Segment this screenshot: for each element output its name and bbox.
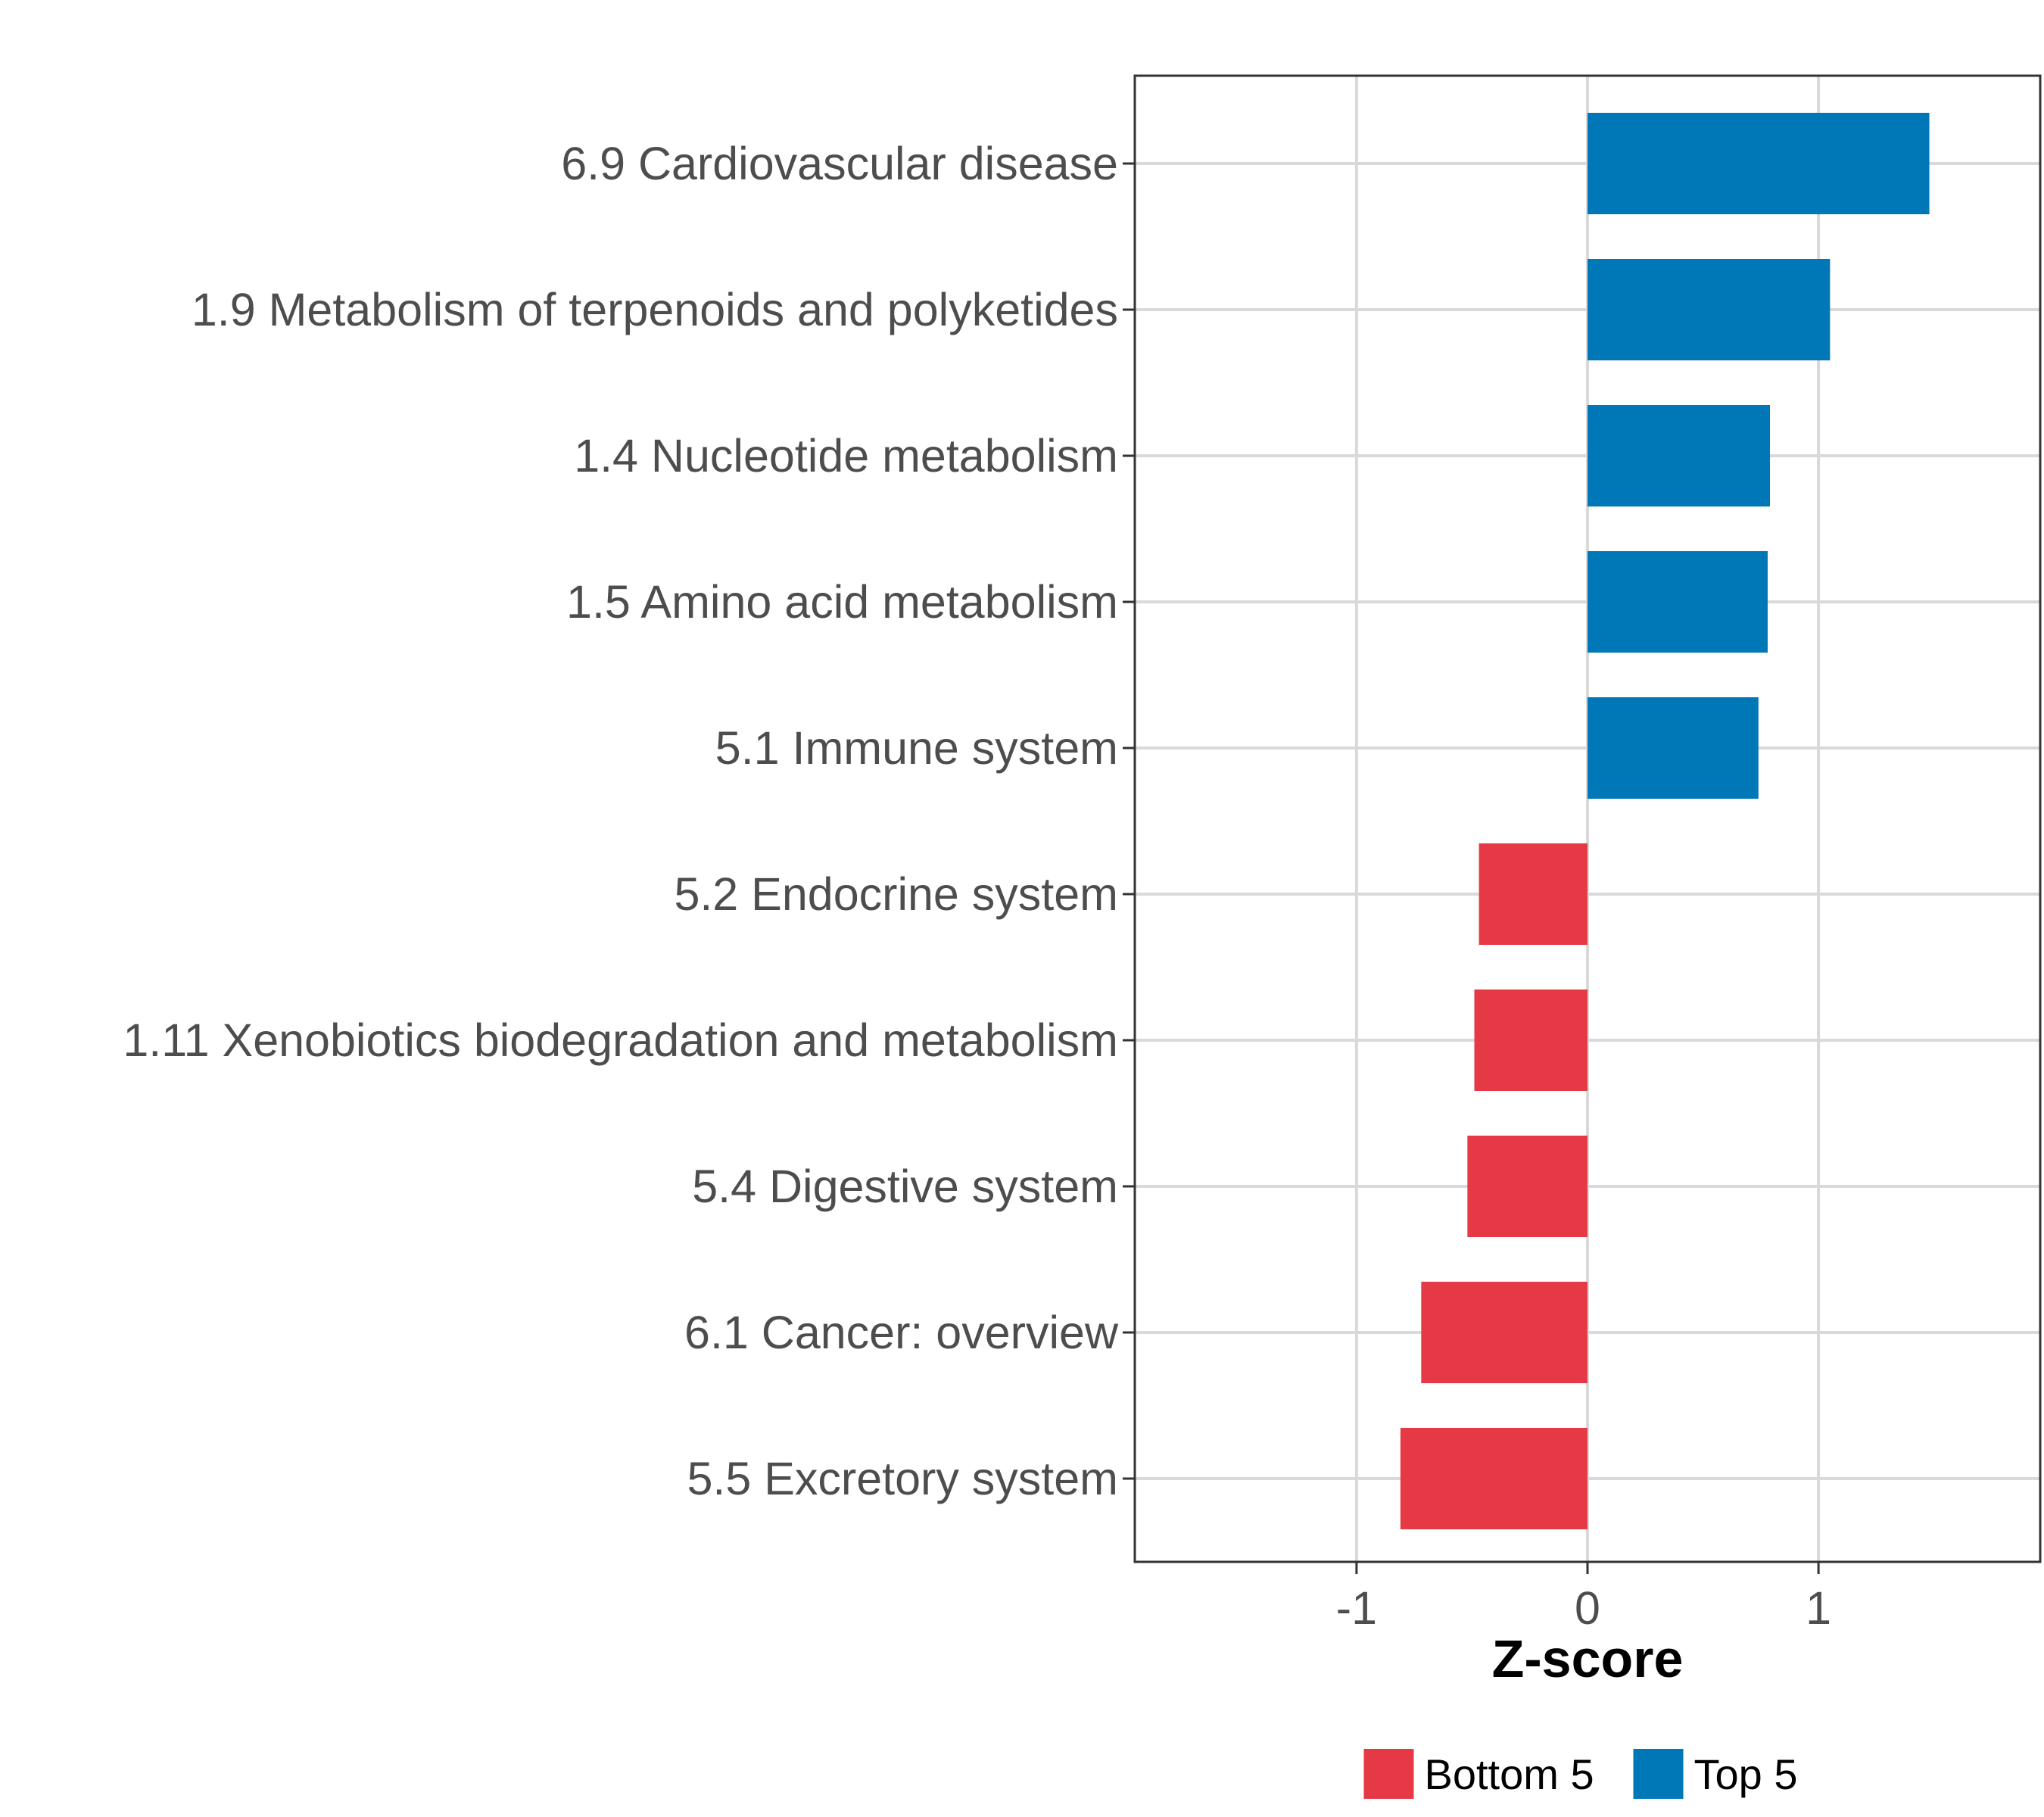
legend: Bottom 5 Top 5 [1363,1749,1798,1799]
bar [1588,405,1771,506]
bar [1467,1136,1588,1237]
bar [1588,551,1768,653]
category-label: 1.4 Nucleotide metabolism [574,430,1118,482]
bar [1400,1428,1588,1529]
bar [1588,113,1930,214]
bar [1421,1282,1588,1383]
category-label: 1.11 Xenobiotics biodegradation and meta… [123,1014,1118,1066]
category-label: 6.1 Cancer: overview [684,1307,1119,1358]
legend-label: Bottom 5 [1425,1750,1594,1798]
category-label: 5.5 Excretory system [687,1453,1119,1504]
legend-key [1363,1749,1414,1799]
bar [1478,843,1588,945]
legend-label: Top 5 [1694,1750,1798,1798]
x-tick-label: 1 [1806,1582,1831,1634]
category-label: 1.9 Metabolism of terpenoids and polyket… [192,284,1118,335]
category-label: 5.1 Immune system [715,722,1118,774]
bar [1588,259,1831,360]
x-axis: -1 0 1 [1336,1562,1831,1634]
y-axis: 6.9 Cardiovascular disease 1.9 Metabolism… [123,138,1135,1504]
category-label: 6.9 Cardiovascular disease [561,138,1118,189]
x-axis-title: Z-score [1492,1629,1684,1688]
bars [1400,113,1930,1529]
legend-key [1633,1749,1684,1799]
x-tick-label: 0 [1575,1582,1600,1634]
category-label: 5.4 Digestive system [692,1161,1118,1212]
bar [1588,697,1759,799]
category-label: 1.5 Amino acid metabolism [566,576,1118,628]
bar [1474,990,1588,1091]
category-label: 5.2 Endocrine system [674,868,1118,920]
x-tick-label: -1 [1336,1582,1377,1634]
